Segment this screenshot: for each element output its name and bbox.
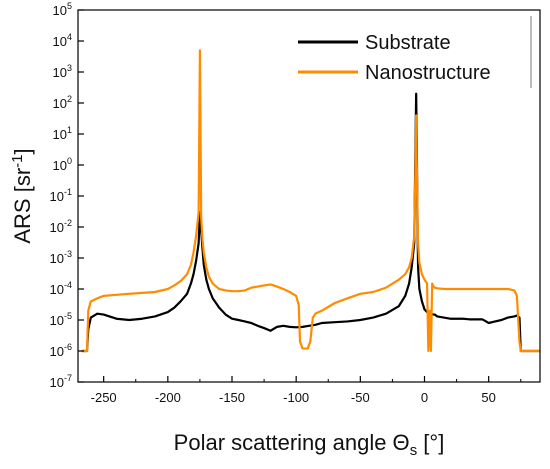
series-line-nanostructure bbox=[81, 49, 540, 353]
y-axis-title: ARS [sr-1] bbox=[9, 148, 35, 243]
legend-label-substrate: Substrate bbox=[365, 32, 451, 54]
y-tick-label: 10-4 bbox=[50, 280, 72, 297]
x-tick-label: -150 bbox=[219, 390, 245, 405]
x-tick-label: -250 bbox=[91, 390, 117, 405]
y-tick-label: 10-7 bbox=[50, 373, 72, 390]
x-tick-label: 50 bbox=[481, 390, 495, 405]
x-tick-label: -100 bbox=[283, 390, 309, 405]
x-tick-label: -50 bbox=[351, 390, 370, 405]
x-axis-title: Polar scattering angle Θs [°] bbox=[174, 430, 445, 459]
x-tick-label: -200 bbox=[155, 390, 181, 405]
y-tick-label: 10-5 bbox=[50, 311, 72, 328]
y-tick-label: 103 bbox=[53, 63, 72, 80]
y-tick-label: 101 bbox=[53, 125, 72, 142]
series-layer bbox=[81, 49, 540, 353]
x-tick-label: 0 bbox=[421, 390, 428, 405]
y-tick-label: 102 bbox=[53, 94, 72, 111]
series-line-substrate bbox=[81, 92, 540, 353]
x-axis-ticks: -250 -200 -150 -100 -50 0 50 bbox=[91, 376, 522, 405]
y-tick-label: 10-3 bbox=[50, 249, 72, 266]
y-tick-label: 10-6 bbox=[50, 342, 72, 359]
legend-label-nanostructure: Nanostructure bbox=[365, 62, 491, 84]
y-tick-label: 100 bbox=[53, 156, 72, 173]
y-tick-label: 105 bbox=[53, 1, 72, 18]
y-tick-label: 10-1 bbox=[50, 187, 72, 204]
y-tick-label: 10-2 bbox=[50, 218, 72, 235]
legend: Substrate Nanostructure bbox=[298, 16, 532, 88]
y-tick-label: 104 bbox=[53, 32, 72, 49]
y-axis-ticks: 10-7 10-6 10-5 10-4 10-3 10-2 10-1 100 101 102 103… bbox=[50, 1, 84, 390]
